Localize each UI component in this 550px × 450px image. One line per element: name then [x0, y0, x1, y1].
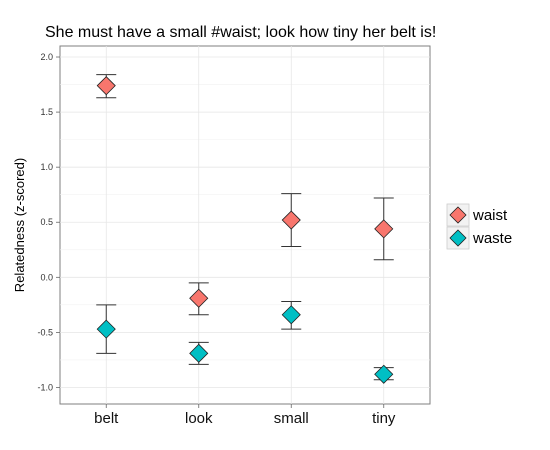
y-tick-label: 1.0 — [40, 162, 53, 172]
data-point-waist — [374, 219, 394, 239]
x-tick-label: belt — [94, 410, 119, 427]
y-tick-label: 0.5 — [40, 217, 53, 227]
y-tick-label: 0.0 — [40, 272, 53, 282]
data-point-waist — [281, 210, 301, 230]
data-point-waste — [189, 343, 209, 363]
data-point-waist — [189, 288, 209, 308]
data-point-waste — [281, 305, 301, 325]
legend: waist waste — [446, 203, 512, 250]
y-tick-label: -1.0 — [37, 382, 53, 392]
y-tick-label: 2.0 — [40, 52, 53, 62]
plot-panel — [59, 45, 431, 405]
legend-label-waist: waist — [472, 207, 508, 224]
data-point-waste — [374, 364, 394, 384]
y-tick-label: -0.5 — [37, 327, 53, 337]
x-tick-label: look — [185, 410, 213, 427]
legend-marker-waste — [449, 229, 467, 247]
y-axis-label: Relatedness (z-scored) — [12, 158, 27, 292]
x-axis: belt look small tiny — [94, 404, 396, 427]
legend-label-waste: waste — [472, 230, 512, 247]
chart-title: She must have a small #waist; look how t… — [45, 24, 436, 41]
y-tick-label: 1.5 — [40, 107, 53, 117]
y-axis: -1.0 -0.5 0.0 0.5 1.0 1.5 2.0 — [37, 52, 60, 392]
data-point-waist — [96, 76, 116, 96]
x-tick-label: small — [274, 410, 309, 427]
data-point-waste — [96, 319, 116, 339]
legend-marker-waist — [449, 206, 467, 224]
x-tick-label: tiny — [372, 410, 396, 427]
data-points — [96, 76, 394, 384]
